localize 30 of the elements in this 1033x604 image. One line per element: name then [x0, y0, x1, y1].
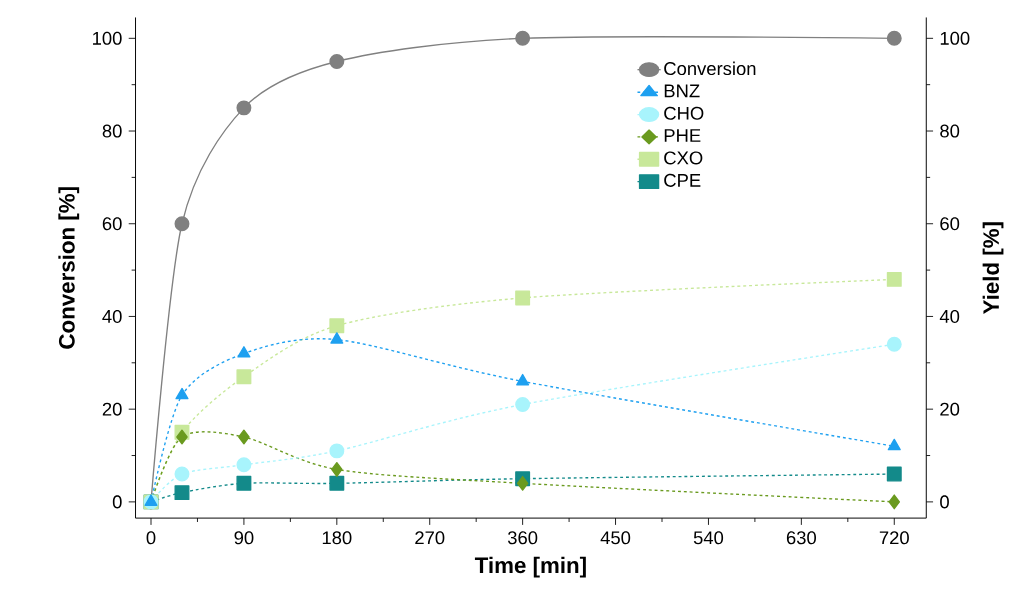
- y2-tick-label: 0: [940, 495, 949, 509]
- legend-label: PHE: [664, 128, 701, 142]
- y-tick-label: 20: [102, 402, 122, 416]
- legend-label: Conversion: [664, 61, 756, 75]
- y-tick-label: 40: [102, 309, 122, 323]
- y2-axis-title: Yield [%]: [982, 222, 1004, 314]
- legend-label: CHO: [664, 106, 704, 120]
- y-tick-label: 80: [102, 124, 122, 138]
- x-tick-label: 180: [322, 531, 352, 545]
- x-tick-label: 720: [879, 531, 909, 545]
- x-tick-label: 270: [415, 531, 445, 545]
- x-tick-label: 540: [693, 531, 724, 545]
- y-tick-label: 0: [112, 495, 122, 509]
- x-tick-label: 360: [507, 531, 538, 545]
- x-axis-title: Time [min]: [474, 556, 586, 578]
- legend-label: BNZ: [664, 84, 700, 97]
- x-tick-label: 630: [786, 531, 817, 545]
- y-tick-label: 100: [93, 31, 122, 45]
- y-axis-title: Conversion [%]: [58, 187, 80, 349]
- y2-tick-label: 100: [940, 31, 970, 45]
- y2-tick-label: 80: [940, 124, 960, 138]
- legend-label: CPE: [664, 173, 701, 187]
- x-tick-label: 90: [234, 531, 254, 545]
- x-tick-label: 450: [600, 531, 631, 545]
- y2-tick-label: 40: [939, 309, 960, 323]
- y-tick-label: 60: [102, 216, 122, 231]
- x-tick-label: 0: [146, 531, 156, 545]
- legend-label: CXO: [664, 151, 703, 165]
- y2-tick-label: 20: [940, 402, 960, 416]
- y2-tick-label: 60: [940, 216, 960, 231]
